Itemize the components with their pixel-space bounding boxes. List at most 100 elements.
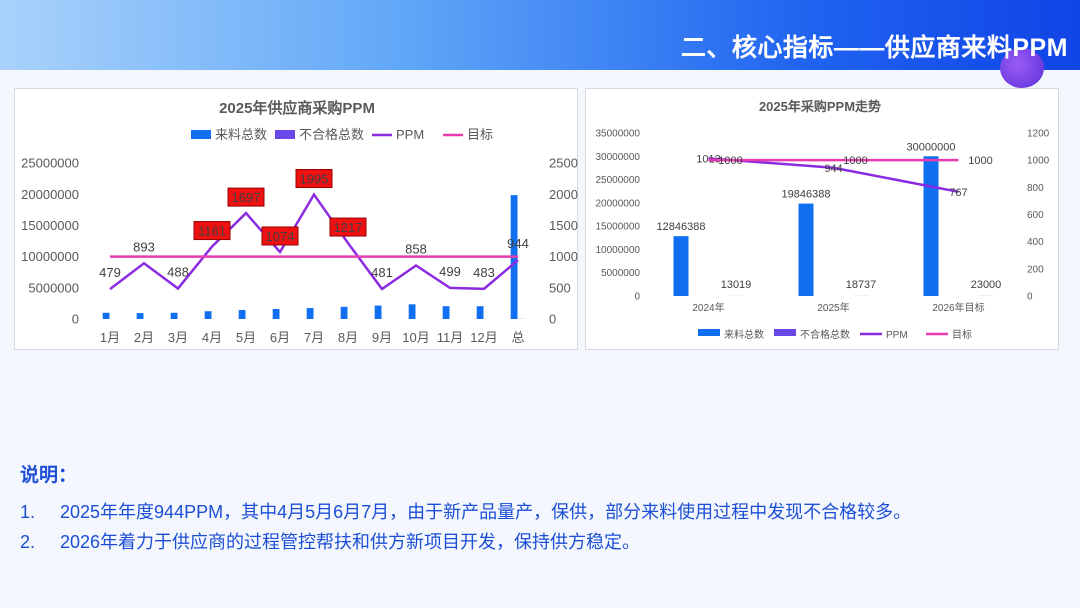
category-tick-label: 9月 <box>372 330 392 345</box>
note-item: 2. 2026年着力于供应商的过程管控帮扶和供方新项目开发，保持供方稳定。 <box>20 527 1060 557</box>
data-label: 1000 <box>843 155 867 167</box>
bar-来料总数 <box>306 308 314 319</box>
right-axis-tick-label: 800 <box>1027 183 1044 194</box>
legend-label: PPM <box>886 330 908 341</box>
category-tick-label: 11月 <box>437 330 464 345</box>
data-label: 19846388 <box>782 189 831 201</box>
legend-label: PPM <box>396 127 424 142</box>
right-axis-tick-label: 1000 <box>549 249 578 264</box>
category-tick-label: 2024年 <box>692 301 724 314</box>
legend-swatch <box>774 329 796 336</box>
chart-panel-ppm-trend: 2025年采购PPM走势 0 5000000 10000000 15000000 2000… <box>585 88 1059 350</box>
right-axis-tick-label: 200 <box>1027 264 1044 275</box>
legend-label: 目标 <box>467 127 493 142</box>
data-label: 1995 <box>300 172 329 187</box>
legend-label: 目标 <box>952 329 972 341</box>
left-axis-tick-label: 15000000 <box>596 222 641 233</box>
header-banner: 二、核心指标——供应商来料PPM <box>0 0 1080 88</box>
data-label: 767 <box>949 187 967 199</box>
left-axis-tick-label: 10000000 <box>596 245 641 256</box>
left-axis-tick-label: 0 <box>72 312 79 327</box>
data-label: 12846388 <box>657 221 706 233</box>
notes-heading: 说明： <box>20 465 78 486</box>
data-label: 944 <box>824 163 842 175</box>
highlight-box <box>227 187 265 207</box>
legend-label: 来料总数 <box>215 127 267 142</box>
left-axis-tick-label: 15000000 <box>21 218 79 233</box>
note-number: 2. <box>20 532 36 552</box>
left-axis-tick-label: 5000000 <box>601 268 640 279</box>
bar-来料总数 <box>798 203 814 296</box>
data-label: 893 <box>133 239 155 254</box>
category-tick-label: 3月 <box>168 330 188 345</box>
legend-swatch <box>191 130 211 139</box>
data-label: 1217 <box>334 220 363 235</box>
data-label: 479 <box>99 265 121 280</box>
data-label: 499 <box>439 264 461 279</box>
right-axis-tick-label: 1200 <box>1027 129 1050 140</box>
category-tick-label: 2月 <box>134 330 154 345</box>
data-label: 483 <box>473 265 495 280</box>
left-axis-tick-label: 20000000 <box>21 187 79 202</box>
page-title: 二、核心指标——供应商来料PPM <box>680 34 1068 62</box>
highlight-box <box>193 221 231 241</box>
left-axis-tick-label: 30000000 <box>596 152 641 163</box>
legend-label: 不合格总数 <box>299 127 364 142</box>
right-axis-tick-label: 1000 <box>1027 156 1050 167</box>
data-label: 1074 <box>266 229 295 244</box>
left-axis-tick-label: 5000000 <box>28 280 79 295</box>
right-axis-tick-label: 400 <box>1027 237 1044 248</box>
bar-来料总数 <box>476 306 484 319</box>
left-axis-tick-label: 35000000 <box>596 129 641 140</box>
category-tick-label: 8月 <box>338 330 358 345</box>
category-tick-label: 7月 <box>304 330 324 345</box>
category-tick-label: 4月 <box>202 330 222 345</box>
data-label: 488 <box>167 265 189 280</box>
legend-swatch <box>275 130 295 139</box>
note-item: 1. 2025年年度944PPM，其中4月5月6月7月，由于新产品量产，保供，部… <box>20 497 1060 527</box>
notes-section: 说明： 1. 2025年年度944PPM，其中4月5月6月7月，由于新产品量产，… <box>20 460 1060 557</box>
bar-来料总数 <box>408 304 416 319</box>
data-label: 858 <box>405 241 427 256</box>
legend-label: 来料总数 <box>724 328 764 341</box>
chart-monthly-ppm: 2025年供应商采购PPM 0 5000000 10000000 15000000 200… <box>21 99 578 345</box>
left-axis-tick-label: 0 <box>634 292 640 303</box>
chart-ppm-trend: 2025年采购PPM走势0500000010000000150000002000… <box>596 99 1050 341</box>
data-label: 18737 <box>846 279 877 291</box>
bar-来料总数 <box>272 309 280 319</box>
chart-panel-monthly-ppm: 2025年供应商采购PPM 0 5000000 10000000 15000000 200… <box>14 88 578 350</box>
left-axis-tick-label: 25000000 <box>21 156 79 171</box>
bar-来料总数 <box>238 309 246 319</box>
highlight-box <box>295 169 333 189</box>
note-number: 1. <box>20 502 36 522</box>
bar-来料总数 <box>923 156 939 296</box>
category-tick-label: 10月 <box>402 330 429 345</box>
category-tick-label: 1月 <box>100 330 120 345</box>
bar-来料总数 <box>170 312 178 319</box>
bar-来料总数 <box>442 306 450 319</box>
category-tick-label: 2025年 <box>817 301 849 314</box>
data-label: 30000000 <box>907 141 956 153</box>
bar-来料总数 <box>136 313 144 319</box>
bar-来料总数 <box>204 311 212 319</box>
highlight-box <box>261 226 299 246</box>
category-tick-label: 总 <box>511 330 524 345</box>
right-axis-tick-label: 0 <box>549 312 556 327</box>
right-axis-tick-label: 500 <box>549 280 571 295</box>
line-PPM <box>109 192 519 291</box>
legend-label: 不合格总数 <box>800 328 850 341</box>
legend-swatch <box>698 329 720 336</box>
bar-来料总数 <box>102 312 110 319</box>
data-label: 1000 <box>718 155 742 167</box>
right-axis-tick-label: 0 <box>1027 292 1033 303</box>
data-label: 944 <box>507 236 529 251</box>
right-axis-tick-label: 600 <box>1027 210 1044 221</box>
category-tick-label: 2026年目标 <box>932 301 984 314</box>
left-axis-tick-label: 10000000 <box>21 249 79 264</box>
bar-来料总数 <box>673 236 689 296</box>
data-label: 13019 <box>721 279 752 291</box>
header-orb-decoration <box>1000 48 1044 88</box>
category-tick-label: 12月 <box>470 330 497 345</box>
category-tick-label: 6月 <box>270 330 290 345</box>
left-axis-tick-label: 25000000 <box>596 175 641 186</box>
